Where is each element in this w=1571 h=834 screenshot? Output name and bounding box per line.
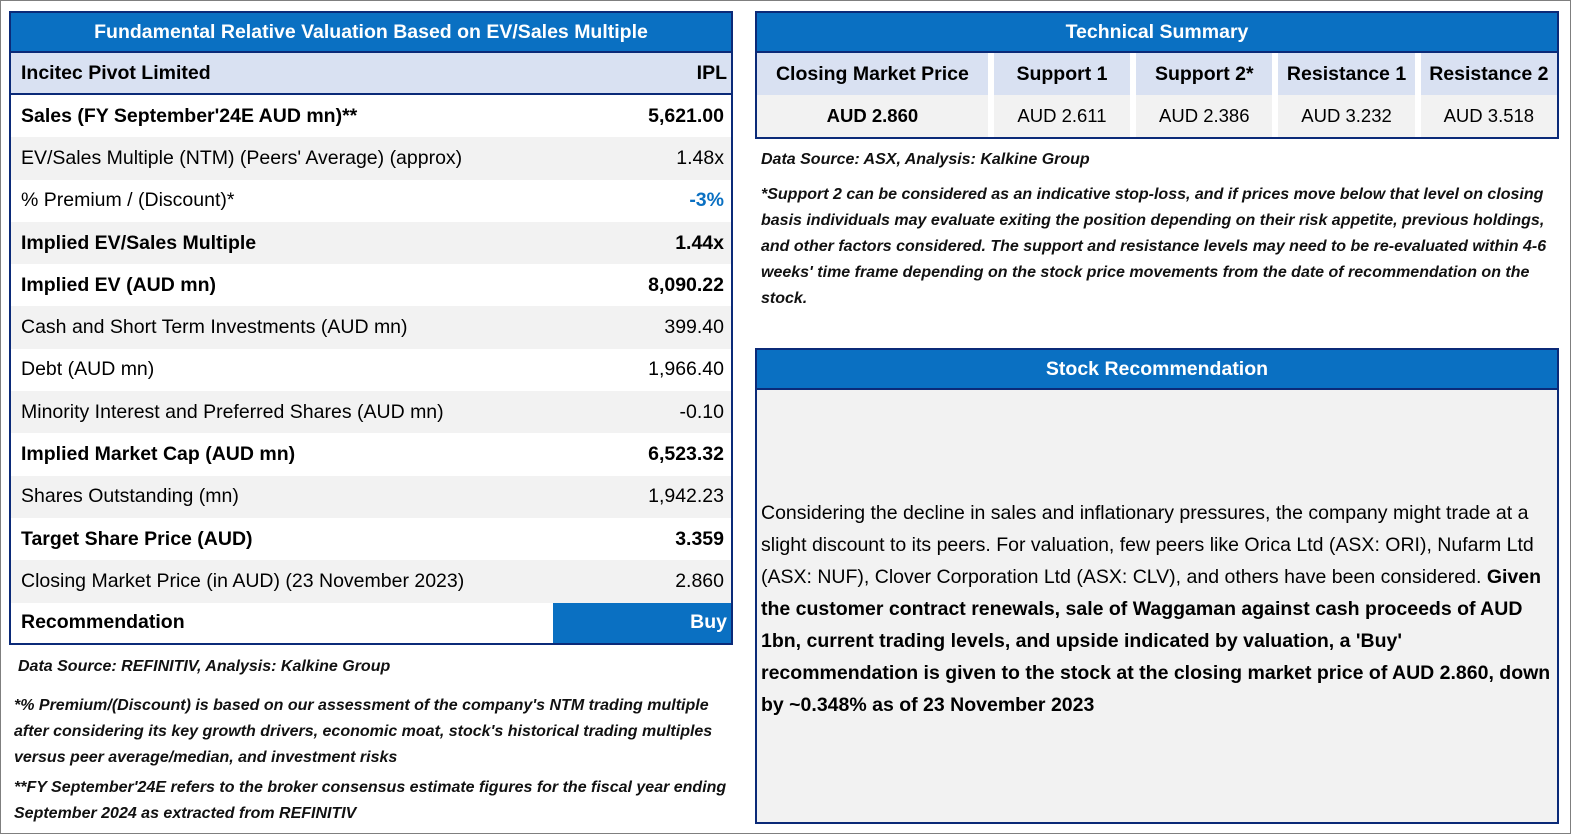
- valuation-row-value: -0.10: [679, 400, 724, 423]
- recommendation-text: Considering the decline in sales and inf…: [761, 497, 1553, 721]
- valuation-row-label: Sales (FY September'24E AUD mn)**: [21, 104, 358, 127]
- technical-column: Resistance 1 AUD 3.232: [1278, 53, 1415, 137]
- valuation-title: Fundamental Relative Valuation Based on …: [11, 13, 731, 53]
- valuation-row-label: Implied EV (AUD mn): [21, 273, 217, 296]
- valuation-row-label: EV/Sales Multiple (NTM) (Peers' Average)…: [21, 146, 463, 169]
- valuation-row-value: 5,621.00: [648, 104, 724, 127]
- recommendation-value: Buy: [553, 602, 731, 643]
- valuation-row-value: 1.48x: [676, 146, 724, 169]
- recommendation-title: Stock Recommendation: [757, 350, 1557, 390]
- valuation-note-2: **FY September'24E refers to the broker …: [14, 779, 727, 822]
- valuation-row-value: 3.359: [675, 527, 724, 550]
- valuation-row-label: Closing Market Price (in AUD) (23 Novemb…: [21, 569, 465, 592]
- valuation-row-label: Implied EV/Sales Multiple: [21, 231, 257, 254]
- recommendation-row: Recommendation Buy: [11, 602, 731, 643]
- technical-note: *Support 2 can be considered as an indic…: [761, 186, 1547, 307]
- valuation-row-label: Cash and Short Term Investments (AUD mn): [21, 316, 408, 339]
- valuation-row: EV/Sales Multiple (NTM) (Peers' Average)…: [11, 137, 731, 180]
- technical-column-header: Resistance 1: [1278, 53, 1415, 95]
- valuation-row-label: Implied Market Cap (AUD mn): [21, 443, 296, 466]
- recommendation-text-normal: Considering the decline in sales and inf…: [761, 502, 1534, 588]
- technical-column-value: AUD 2.386: [1136, 95, 1273, 137]
- technical-grid: Closing Market Price AUD 2.860 Support 1 AU…: [757, 53, 1557, 137]
- technical-column-header: Closing Market Price: [757, 53, 988, 95]
- valuation-row-value: 6,523.32: [648, 443, 724, 466]
- valuation-row: Target Share Price (AUD) 3.359: [11, 517, 731, 561]
- valuation-row-value: 2.860: [675, 569, 724, 592]
- valuation-row: % Premium / (Discount)* -3%: [11, 179, 731, 222]
- stock-recommendation-box: Stock Recommendation Considering the dec…: [755, 348, 1559, 824]
- technical-column-value: AUD 3.518: [1420, 95, 1557, 137]
- technical-summary-table: Technical Summary Closing Market Price AU…: [755, 11, 1559, 139]
- valuation-row: Implied EV/Sales Multiple 1.44x: [11, 221, 731, 265]
- valuation-row-label: Debt (AUD mn): [21, 358, 155, 381]
- valuation-row: Cash and Short Term Investments (AUD mn)…: [11, 306, 731, 349]
- technical-column-value: AUD 3.232: [1278, 95, 1415, 137]
- recommendation-label: Recommendation: [21, 611, 185, 634]
- valuation-row-label: % Premium / (Discount)*: [21, 189, 235, 212]
- technical-column: Support 2* AUD 2.386: [1136, 53, 1273, 137]
- valuation-row-value: 399.40: [664, 316, 724, 339]
- valuation-row-label: Target Share Price (AUD): [21, 527, 253, 550]
- company-row: Incitec Pivot Limited IPL: [11, 53, 731, 95]
- technical-column-header: Support 1: [993, 53, 1131, 95]
- valuation-row-label: Minority Interest and Preferred Shares (…: [21, 400, 444, 423]
- valuation-row: Implied EV (AUD mn) 8,090.22: [11, 264, 731, 307]
- technical-column-value: AUD 2.860: [757, 95, 988, 137]
- technical-column-header: Support 2*: [1136, 53, 1273, 95]
- valuation-row-value: 1,966.40: [648, 358, 724, 381]
- valuation-row: Minority Interest and Preferred Shares (…: [11, 391, 731, 434]
- valuation-data-source: Data Source: REFINITIV, Analysis: Kalkin…: [18, 658, 391, 675]
- technical-title: Technical Summary: [757, 13, 1557, 53]
- technical-column-value: AUD 2.611: [993, 95, 1131, 137]
- valuation-table: Fundamental Relative Valuation Based on …: [9, 11, 733, 645]
- valuation-row-value: 1.44x: [675, 231, 724, 254]
- ticker: IPL: [696, 61, 727, 84]
- technical-column: Support 1 AUD 2.611: [993, 53, 1131, 137]
- valuation-row-value: -3%: [689, 189, 724, 212]
- technical-column: Resistance 2 AUD 3.518: [1420, 53, 1557, 137]
- recommendation-text-bold: Given the customer contract renewals, sa…: [761, 566, 1551, 716]
- valuation-row: Debt (AUD mn) 1,966.40: [11, 348, 731, 392]
- company-name: Incitec Pivot Limited: [21, 61, 211, 84]
- valuation-note-1: *% Premium/(Discount) is based on our as…: [14, 697, 713, 766]
- technical-data-source: Data Source: ASX, Analysis: Kalkine Grou…: [761, 151, 1090, 168]
- valuation-row-label: Shares Outstanding (mn): [21, 485, 239, 508]
- valuation-row: Implied Market Cap (AUD mn) 6,523.32: [11, 433, 731, 476]
- valuation-row: Shares Outstanding (mn) 1,942.23: [11, 475, 731, 518]
- valuation-row: Sales (FY September'24E AUD mn)** 5,621.0…: [11, 95, 731, 138]
- valuation-rows: Sales (FY September'24E AUD mn)** 5,621.0…: [11, 95, 731, 603]
- valuation-row-value: 1,942.23: [648, 485, 724, 508]
- valuation-row: Closing Market Price (in AUD) (23 Novemb…: [11, 560, 731, 603]
- valuation-row-value: 8,090.22: [648, 273, 724, 296]
- technical-column: Closing Market Price AUD 2.860: [757, 53, 988, 137]
- technical-column-header: Resistance 2: [1420, 53, 1557, 95]
